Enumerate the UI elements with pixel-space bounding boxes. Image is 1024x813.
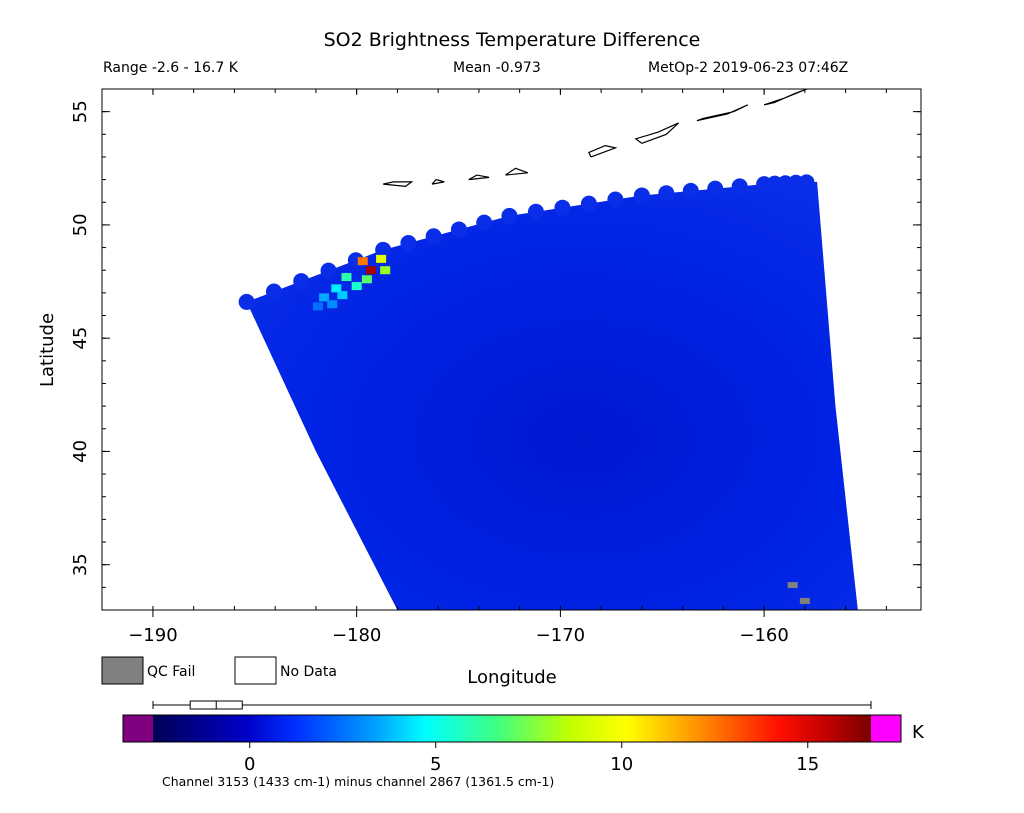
- swath-footprint: [501, 207, 518, 224]
- so2-pixel: [327, 300, 338, 309]
- range-text: Range -2.6 - 16.7 K: [103, 60, 239, 76]
- legend-swatch-qc-fail: [101, 656, 144, 685]
- x-axis-label: Longitude: [467, 667, 557, 688]
- swath-footprint: [425, 228, 442, 245]
- coastline: [383, 181, 414, 188]
- x-tick-label: −180: [332, 625, 381, 646]
- coastline: [696, 104, 749, 122]
- so2-pixel: [337, 291, 348, 300]
- x-tick-label: −170: [536, 625, 585, 646]
- colorbar-boxplot: [152, 700, 872, 710]
- swath-footprint: [707, 180, 724, 197]
- instrument-text: MetOp-2 2019-06-23 07:46Z: [648, 60, 848, 76]
- swath-footprint: [320, 262, 337, 279]
- y-tick-label: 35: [70, 553, 91, 576]
- so2-pixel: [376, 254, 387, 263]
- swath-footprint: [731, 178, 748, 195]
- so2-pixel: [312, 302, 323, 311]
- swath-footprint: [238, 293, 255, 310]
- swath-footprint: [527, 203, 544, 220]
- colorbar-over-swatch: [871, 715, 901, 742]
- plot-frame: [101, 88, 922, 611]
- coastline: [431, 178, 445, 185]
- swath-footprint: [476, 214, 493, 231]
- swath-area: [246, 181, 858, 610]
- y-axis-label: Latitude: [37, 313, 58, 387]
- colorbar: 0 5 10 15 K Channel 3153 (1433 cm-1) minus …: [122, 700, 925, 789]
- y-tick-label: 55: [70, 100, 91, 123]
- swath-footprint: [375, 241, 392, 258]
- swath-footprint: [265, 283, 282, 300]
- swath-footprint: [633, 187, 650, 204]
- y-tick-label: 50: [70, 213, 91, 236]
- colorbar-caption: Channel 3153 (1433 cm-1) minus channel 2…: [162, 774, 554, 789]
- legend-label-qc-fail: QC Fail: [147, 664, 195, 680]
- colorbar-gradient: [153, 715, 871, 742]
- swath-footprint: [607, 191, 624, 208]
- colorbar-unit: K: [912, 722, 925, 743]
- colorbar-under-swatch: [123, 715, 153, 742]
- swath-footprint: [682, 182, 699, 199]
- colorbar-tick-label: 10: [610, 754, 633, 775]
- swath-footprint: [580, 195, 597, 212]
- y-tick-label: 45: [70, 327, 91, 350]
- swath-footprint: [658, 185, 675, 202]
- qc-fail-pixel: [799, 597, 810, 604]
- so2-pixel: [331, 284, 342, 293]
- so2-pixel: [365, 266, 376, 275]
- coastline: [634, 122, 679, 144]
- qc-fail-pixel: [787, 582, 798, 589]
- swath-footprint: [400, 235, 417, 252]
- so2-pixel: [351, 282, 362, 291]
- map-plot-area: −190 −180 −170 −160 35 40 45 50 55: [70, 88, 922, 646]
- so2-pixel: [361, 275, 372, 284]
- so2-pixel: [341, 273, 352, 282]
- x-tick-label: −160: [739, 625, 788, 646]
- x-tick-label: −190: [128, 625, 177, 646]
- colorbar-tick-label: 5: [430, 754, 441, 775]
- mean-text: Mean -0.973: [453, 60, 541, 76]
- coastline: [468, 174, 490, 181]
- swath-footprint: [293, 273, 310, 290]
- coastline: [505, 167, 529, 176]
- colorbar-tick-label: 0: [244, 754, 255, 775]
- so2-pixel: [357, 257, 368, 266]
- so2-pixel: [380, 266, 391, 275]
- coastline: [763, 89, 808, 106]
- so2-pixel: [319, 293, 330, 302]
- swath-footprint: [450, 221, 467, 238]
- coastline: [588, 145, 618, 158]
- legend-swatch-no-data: [234, 656, 277, 685]
- legend-label-no-data: No Data: [280, 664, 337, 680]
- swath-footprint: [798, 174, 815, 191]
- colorbar-tick-label: 15: [796, 754, 819, 775]
- swath-footprint: [554, 199, 571, 216]
- chart-title: SO2 Brightness Temperature Difference: [324, 29, 701, 51]
- colorbar-frame: [122, 714, 902, 743]
- legend: QC Fail No Data: [101, 656, 337, 685]
- y-tick-label: 40: [70, 440, 91, 463]
